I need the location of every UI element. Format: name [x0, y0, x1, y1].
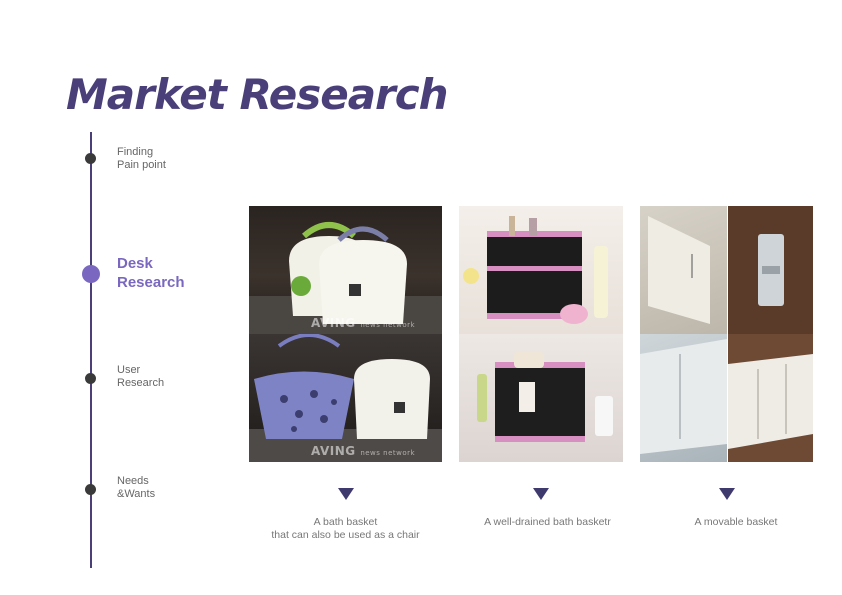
caption-bath-basket-chair: A bath basket that can also be used as a…: [271, 516, 420, 541]
arrow-down-3: [719, 488, 735, 500]
timeline-line: [90, 132, 92, 568]
photo-movable-basket-3: [640, 334, 727, 462]
arrow-down-2: [533, 488, 549, 500]
timeline-label-desk-research: Desk Research: [117, 255, 185, 291]
timeline-dot-needs-wants: [85, 484, 96, 495]
timeline-label-finding: Finding Pain point: [117, 146, 166, 171]
photo-movable-basket-2: [728, 206, 813, 334]
watermark-2: AVING news network: [311, 444, 416, 458]
stool-illustration: [249, 222, 442, 334]
watermark-1: AVING news network: [311, 316, 416, 330]
mesh-basket-illustration: [463, 216, 608, 324]
tray-illustration-4: [728, 354, 813, 449]
tray-illustration-1: [648, 216, 710, 324]
timeline-dot-finding: [85, 153, 96, 164]
photo-movable-basket-1: [640, 206, 727, 334]
page-title: Market Research: [66, 70, 449, 119]
mesh-basket-items-illustration: [477, 352, 613, 442]
timeline-dot-user-research: [85, 373, 96, 384]
photo-movable-basket-4: [728, 334, 813, 462]
tray-illustration-3: [640, 339, 727, 454]
photo-stool-basket-bottom: AVING news network: [249, 334, 442, 462]
timeline-dot-desk-research: [82, 265, 100, 283]
basket-stool-illustration: [249, 334, 442, 462]
photo-mesh-basket-bottom: [459, 334, 623, 462]
photo-stool-basket-top: AVING news network: [249, 206, 442, 334]
caption-well-drained-basket: A well-drained bath basketr: [484, 516, 611, 528]
timeline-label-user-research: User Research: [117, 364, 165, 389]
tray-illustration-2: [758, 234, 784, 306]
timeline-label-needs-wants: Needs &Wants: [117, 475, 156, 500]
caption-movable-basket: A movable basket: [694, 516, 778, 528]
photo-mesh-basket-top: [459, 206, 623, 334]
arrow-down-1: [338, 488, 354, 500]
